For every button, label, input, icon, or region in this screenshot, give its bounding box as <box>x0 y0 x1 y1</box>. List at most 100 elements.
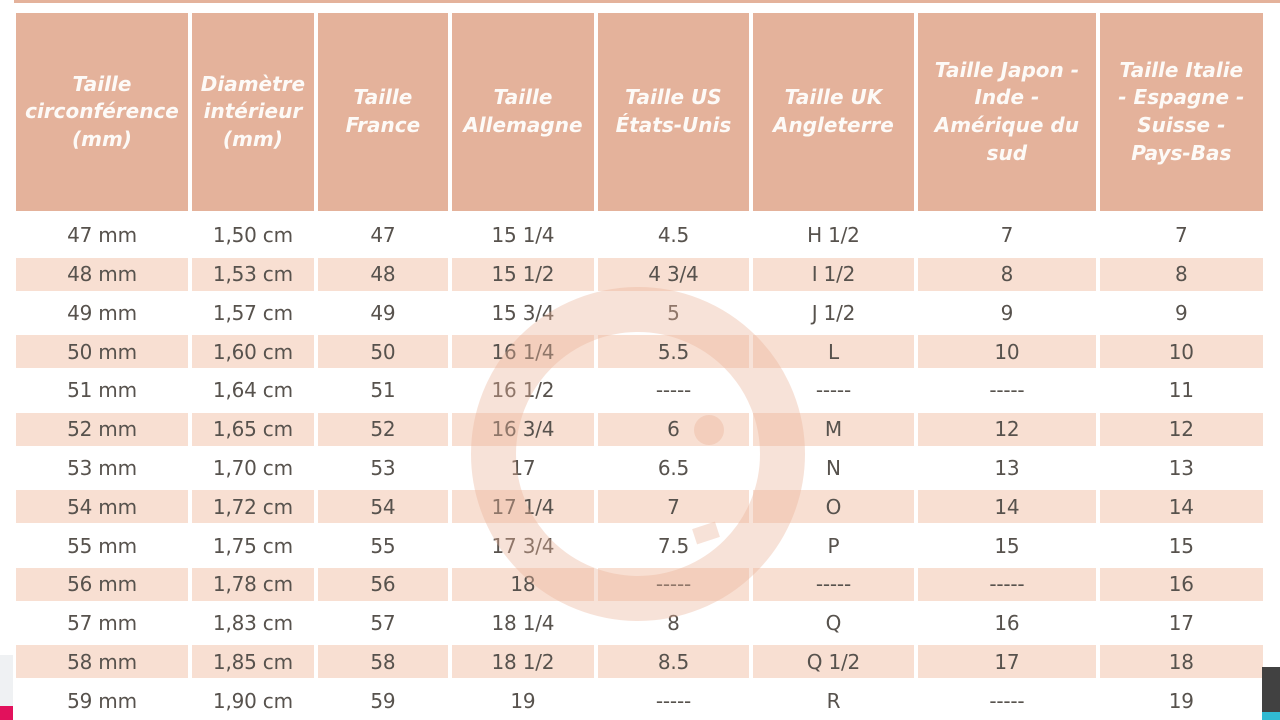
table-cell: 8.5 <box>597 645 753 679</box>
table-cell: J 1/2 <box>753 296 918 330</box>
table-cell: O <box>752 490 918 524</box>
table-cell: 57 <box>318 606 452 640</box>
table-cell: 15 1/2 <box>451 257 598 291</box>
table-cell: Q 1/2 <box>752 645 918 679</box>
table-cell: 1,50 cm <box>192 219 318 252</box>
table-cell: 47 mm <box>16 219 192 252</box>
table-cell: 53 <box>318 451 452 485</box>
table-cell: 56 mm <box>16 567 192 601</box>
table-cell: 52 <box>317 412 452 446</box>
table-cell: 9 <box>918 296 1100 330</box>
table-row: 52 mm 1,65 cm 52 16 3/4 6 M 12 12 <box>16 410 1263 449</box>
table-cell: 10 <box>917 335 1100 369</box>
ring-size-conversion-table: Taille circonférence (mm) Diamètre intér… <box>16 13 1263 720</box>
table-cell: 12 <box>917 412 1100 446</box>
table-cell: ----- <box>918 374 1100 407</box>
table-body: 47 mm 1,50 cm 47 15 1/4 4.5 H 1/2 7 7 48 mm 1,53 … <box>16 216 1263 720</box>
table-cell: 51 mm <box>16 374 192 407</box>
table-cell: ----- <box>752 567 918 601</box>
header-circumference: Taille circonférence (mm) <box>16 13 192 211</box>
table-cell: H 1/2 <box>753 219 918 252</box>
table-cell: 59 <box>318 684 452 717</box>
table-cell: I 1/2 <box>752 257 918 291</box>
table-cell: 6.5 <box>598 451 753 485</box>
table-cell: 16 3/4 <box>451 412 598 446</box>
table-cell: 13 <box>1168 455 1194 480</box>
header-france: Taille France <box>317 13 452 211</box>
table-cell: 9 <box>1175 300 1188 325</box>
table-cell: ----- <box>917 567 1100 601</box>
table-cell: 7 <box>597 490 753 524</box>
table-cell: 48 mm <box>16 257 192 291</box>
table-cell: 55 <box>318 529 452 562</box>
table-cell: 15 <box>1168 533 1194 558</box>
table-cell: 4.5 <box>598 219 753 252</box>
table-cell: ----- <box>598 684 753 717</box>
table-row: 58 mm 1,85 cm 58 18 1/2 8.5 Q 1/2 17 18 <box>16 642 1263 681</box>
table-cell: 16 <box>1099 567 1263 601</box>
table-cell: 18 1/4 <box>452 606 598 640</box>
table-cell: 49 mm <box>16 296 192 330</box>
table-header-row: Taille circonférence (mm) Diamètre intér… <box>16 13 1263 211</box>
table-cell: 19 <box>452 684 598 717</box>
table-cell: 8 <box>1099 257 1263 291</box>
table-cell: 14 <box>1099 490 1263 524</box>
table-cell: 16 <box>918 606 1100 640</box>
table-cell: 53 mm <box>16 451 192 485</box>
table-cell: ----- <box>598 374 753 407</box>
header-uk: Taille UK Angleterre <box>752 13 918 211</box>
table-cell: 5 <box>598 296 753 330</box>
left-edge-strip <box>0 655 13 706</box>
header-inner-diameter: Diamètre intérieur (mm) <box>191 13 318 211</box>
table-cell: 1,78 cm <box>191 567 318 601</box>
bottom-right-cyan-block <box>1262 712 1280 720</box>
table-cell: 1,90 cm <box>192 684 318 717</box>
table-cell: 1,70 cm <box>192 451 318 485</box>
table-cell: 54 mm <box>16 490 192 524</box>
table-cell: 49 <box>318 296 452 330</box>
table-cell: 17 1/4 <box>451 490 598 524</box>
table-cell: 1,72 cm <box>191 490 318 524</box>
table-cell: 10 <box>1099 335 1263 369</box>
table-cell: 1,85 cm <box>191 645 318 679</box>
table-cell: 57 mm <box>16 606 192 640</box>
table-cell: 47 <box>318 219 452 252</box>
table-cell: 14 <box>917 490 1100 524</box>
table-cell: L <box>752 335 918 369</box>
table-cell: 7.5 <box>598 529 753 562</box>
table-row: 49 mm 1,57 cm 49 15 3/4 5 J 1/2 9 9 <box>16 294 1263 333</box>
table-cell: 58 mm <box>16 645 192 679</box>
bottom-right-dark-block <box>1262 667 1280 712</box>
table-cell: 18 1/2 <box>451 645 598 679</box>
table-cell: 59 mm <box>16 684 192 717</box>
table-cell: N <box>753 451 918 485</box>
table-cell: 58 <box>317 645 452 679</box>
table-cell: 56 <box>317 567 452 601</box>
table-row: 54 mm 1,72 cm 54 17 1/4 7 O 14 14 <box>16 487 1263 526</box>
table-cell: 1,57 cm <box>192 296 318 330</box>
table-cell: ----- <box>753 374 918 407</box>
table-cell: 15 3/4 <box>452 296 598 330</box>
table-cell: 54 <box>317 490 452 524</box>
table-cell: R <box>753 684 918 717</box>
table-cell: 1,53 cm <box>191 257 318 291</box>
table-cell: 4 3/4 <box>597 257 753 291</box>
table-row: 48 mm 1,53 cm 48 15 1/2 4 3/4 I 1/2 8 8 <box>16 255 1263 294</box>
table-row: 51 mm 1,64 cm 51 16 1/2 ----- ----- ----- 11 <box>16 371 1263 410</box>
table-row: 47 mm 1,50 cm 47 15 1/4 4.5 H 1/2 7 7 <box>16 216 1263 255</box>
table-cell: 51 <box>318 374 452 407</box>
table-cell: 15 1/4 <box>452 219 598 252</box>
table-cell: 1,75 cm <box>192 529 318 562</box>
table-cell: 17 3/4 <box>452 529 598 562</box>
table-cell: 5.5 <box>597 335 753 369</box>
table-cell: ----- <box>918 684 1100 717</box>
table-cell: 1,83 cm <box>192 606 318 640</box>
table-cell: P <box>753 529 918 562</box>
table-cell: 11 <box>1168 378 1194 403</box>
table-row: 53 mm 1,70 cm 53 17 6.5 N 13 13 <box>16 449 1263 488</box>
table-cell: 17 <box>917 645 1100 679</box>
table-row: 55 mm 1,75 cm 55 17 3/4 7.5 P 15 15 <box>16 526 1263 565</box>
table-row: 57 mm 1,83 cm 57 18 1/4 8 Q 16 17 <box>16 604 1263 643</box>
table-cell: M <box>752 412 918 446</box>
